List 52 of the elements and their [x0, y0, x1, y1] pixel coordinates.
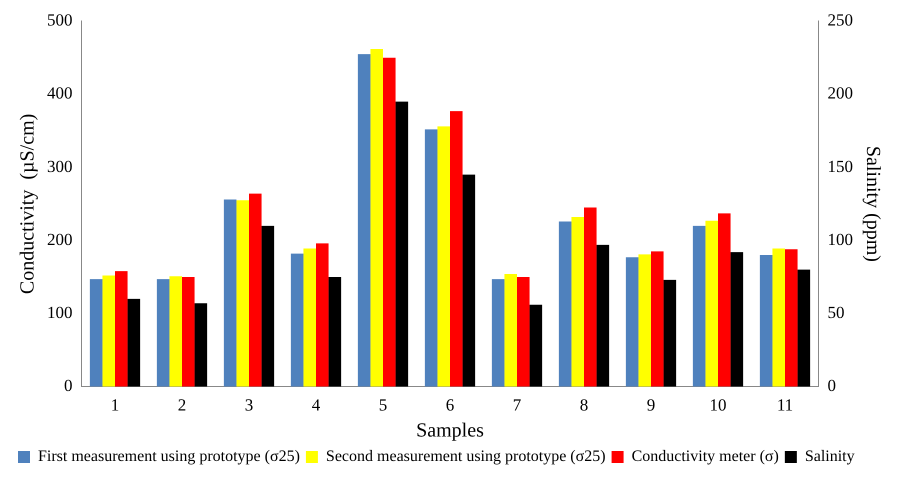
bar — [224, 200, 236, 387]
y2-tick-label: 0 — [828, 376, 836, 396]
x-tick-label: 8 — [580, 395, 588, 414]
x-axis-title: Samples — [416, 419, 484, 442]
x-tick-label: 10 — [710, 395, 726, 414]
bar — [705, 220, 718, 387]
bar — [358, 54, 370, 387]
y-tick-label: 200 — [47, 230, 72, 249]
x-tick-label: 1 — [110, 395, 120, 414]
x-tick-label: 6 — [446, 395, 454, 414]
y2-tick-label: 100 — [828, 230, 853, 249]
y2-tick-label: 200 — [828, 84, 853, 103]
y-tick-label: 400 — [47, 84, 72, 103]
bar — [760, 255, 772, 387]
bar — [90, 279, 102, 387]
bar — [156, 279, 170, 387]
bar — [692, 226, 706, 387]
bar — [772, 248, 785, 387]
bar — [638, 254, 651, 387]
bar — [424, 129, 438, 387]
x-tick-label: 5 — [378, 395, 388, 414]
x-tick-label: 9 — [646, 395, 656, 414]
bar — [290, 254, 304, 387]
y-tick-label: 500 — [47, 10, 72, 30]
y2-tick-label: 250 — [828, 10, 853, 30]
bar — [626, 257, 638, 387]
y-tick-label: 100 — [47, 302, 72, 322]
x-tick-label: 11 — [776, 395, 794, 414]
bar — [504, 274, 517, 387]
y2-tick-label: 50 — [828, 302, 844, 322]
bar — [169, 276, 182, 387]
legend-label: Second measurement using prototype (σ25) — [326, 448, 606, 466]
y-tick-label: 0 — [64, 376, 72, 396]
bar — [492, 279, 504, 387]
x-tick-label: 7 — [512, 395, 522, 414]
bar — [303, 248, 316, 387]
bar — [571, 217, 584, 387]
bar — [102, 276, 115, 387]
x-tick-label: 2 — [178, 395, 186, 414]
y2-tick-label: 150 — [828, 156, 853, 176]
bar — [370, 48, 383, 387]
x-tick-label: 4 — [312, 395, 321, 414]
legend-label: First measurement using prototype (σ25) — [38, 448, 300, 466]
x-tick-label: 3 — [244, 395, 254, 414]
bar — [236, 200, 249, 387]
bar — [437, 126, 450, 387]
legend-label: Salinity — [804, 448, 855, 466]
bar — [558, 221, 572, 387]
y-tick-label: 300 — [47, 156, 72, 176]
y2-axis-title: Salinity (ppm) — [862, 146, 884, 262]
y-axis-title: Conductivity (µS/cm) — [16, 114, 38, 294]
legend-label: Conductivity meter (σ) — [632, 448, 779, 466]
